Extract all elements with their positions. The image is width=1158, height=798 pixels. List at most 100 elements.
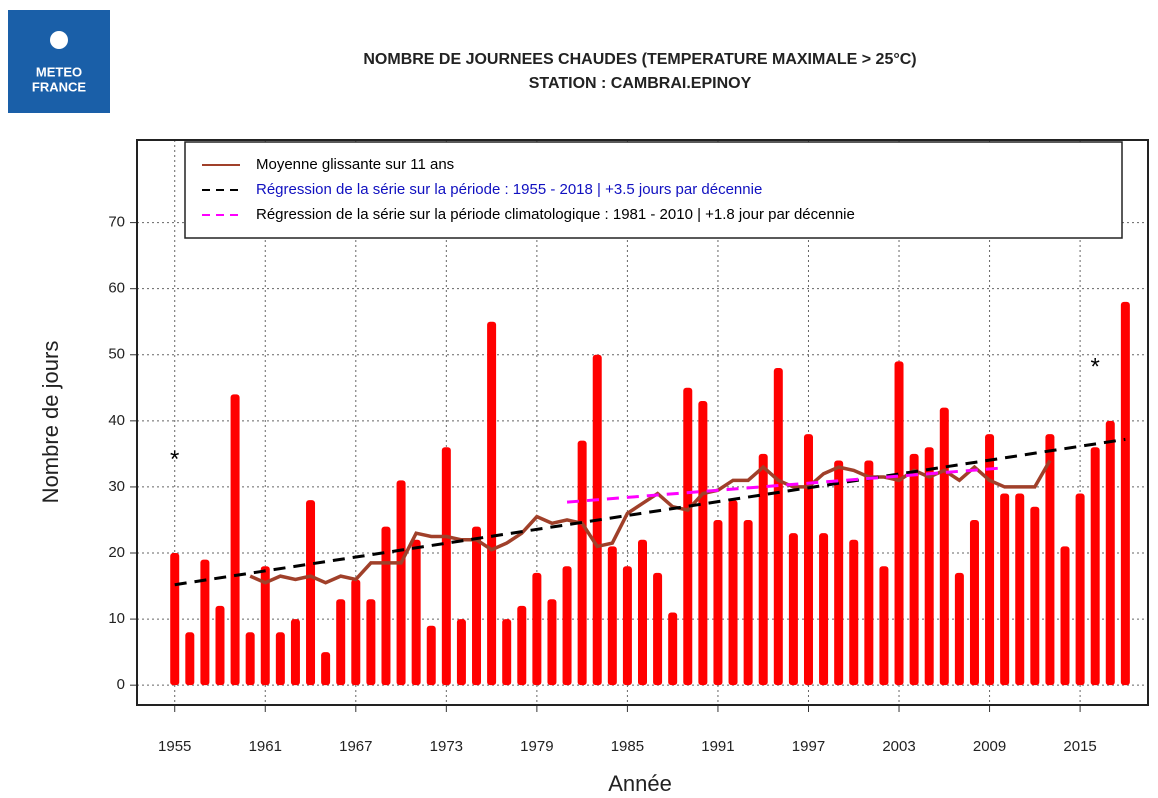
y-tick-label: 0 xyxy=(117,676,125,693)
bar xyxy=(306,500,316,686)
bar xyxy=(728,500,738,686)
bar xyxy=(532,572,542,686)
bar xyxy=(758,453,768,686)
bar xyxy=(366,599,376,686)
bar xyxy=(170,553,180,686)
legend-box xyxy=(184,141,1123,239)
bar xyxy=(849,539,859,686)
x-tick-label: 2009 xyxy=(973,738,1006,755)
legend-label: Régression de la série sur la période : … xyxy=(256,181,762,198)
logo-text: FRANCE xyxy=(32,79,86,94)
bar xyxy=(562,566,572,686)
bar xyxy=(426,625,436,686)
bar xyxy=(909,453,919,686)
bar xyxy=(321,652,331,686)
bar xyxy=(230,394,240,686)
bar xyxy=(396,480,406,686)
bar xyxy=(683,387,693,686)
y-tick-label: 20 xyxy=(108,544,125,561)
x-tick-label: 1997 xyxy=(792,738,825,755)
y-tick-label: 60 xyxy=(108,280,125,297)
bar xyxy=(487,321,497,686)
bar xyxy=(743,519,753,686)
plot-frame xyxy=(136,139,1149,706)
bar xyxy=(668,612,678,686)
x-tick-label: 1955 xyxy=(158,738,191,755)
bar xyxy=(834,460,844,686)
chart-title: NOMBRE DE JOURNEES CHAUDES (TEMPERATURE … xyxy=(363,51,916,68)
x-tick-label: 1985 xyxy=(611,738,644,755)
y-axis-label: Nombre de jours xyxy=(38,341,63,504)
bar xyxy=(411,539,421,686)
bar xyxy=(215,605,225,686)
trend-line xyxy=(566,466,1005,504)
bar xyxy=(185,632,195,686)
bar xyxy=(290,619,300,686)
chart-subtitle: STATION : CAMBRAI.EPINOY xyxy=(529,75,752,92)
annotation: * xyxy=(1091,353,1100,380)
x-tick-label: 1967 xyxy=(339,738,372,755)
bar xyxy=(472,526,482,686)
bar xyxy=(969,519,979,686)
bar xyxy=(200,559,210,686)
bar xyxy=(336,599,346,686)
bar xyxy=(638,539,647,686)
bar xyxy=(788,533,798,686)
bar xyxy=(607,546,617,686)
x-tick-label: 1979 xyxy=(520,738,553,755)
bar xyxy=(577,440,587,686)
y-tick-label: 10 xyxy=(108,610,125,627)
bar xyxy=(879,566,889,686)
bar xyxy=(1000,493,1010,686)
bar xyxy=(1075,493,1085,686)
bar xyxy=(924,447,934,686)
bar xyxy=(1030,506,1040,686)
bar xyxy=(1015,493,1025,686)
bar xyxy=(1060,546,1070,686)
bar xyxy=(1045,434,1055,686)
y-tick-label: 50 xyxy=(108,346,125,363)
x-tick-label: 1991 xyxy=(701,738,734,755)
y-tick-label: 70 xyxy=(108,214,125,231)
bar xyxy=(864,460,874,686)
legend-label: Moyenne glissante sur 11 ans xyxy=(256,156,454,173)
bar xyxy=(954,572,964,686)
logo-icon xyxy=(50,31,68,49)
bar xyxy=(819,533,829,686)
bar xyxy=(1105,420,1115,686)
bar xyxy=(653,572,663,686)
bar xyxy=(698,401,708,686)
bar xyxy=(275,632,285,686)
y-tick-label: 30 xyxy=(108,478,125,495)
bar xyxy=(456,619,466,686)
bar xyxy=(939,407,949,686)
bar xyxy=(245,632,255,686)
bar xyxy=(517,605,527,686)
bar xyxy=(547,599,557,686)
bar xyxy=(713,519,723,686)
y-tick-label: 40 xyxy=(108,412,125,429)
logo-box xyxy=(8,10,110,113)
bar xyxy=(441,447,451,686)
bar xyxy=(351,579,361,686)
bar xyxy=(985,434,995,686)
x-tick-label: 2003 xyxy=(882,738,915,755)
annotation: * xyxy=(170,446,179,473)
legend-label: Régression de la série sur la période cl… xyxy=(256,206,855,223)
x-tick-label: 2015 xyxy=(1063,738,1096,755)
bar xyxy=(502,619,512,686)
trend-line xyxy=(174,437,1126,587)
bar xyxy=(1120,301,1130,686)
x-tick-label: 1961 xyxy=(249,738,282,755)
bar xyxy=(894,361,904,686)
logo-text: METEO xyxy=(36,64,82,79)
bar xyxy=(622,566,632,686)
x-tick-label: 1973 xyxy=(430,738,463,755)
bar xyxy=(260,566,270,686)
bar xyxy=(773,367,783,686)
bar xyxy=(803,434,813,686)
bar xyxy=(1090,447,1100,686)
bar xyxy=(381,526,391,686)
x-axis-label: Année xyxy=(608,771,672,796)
